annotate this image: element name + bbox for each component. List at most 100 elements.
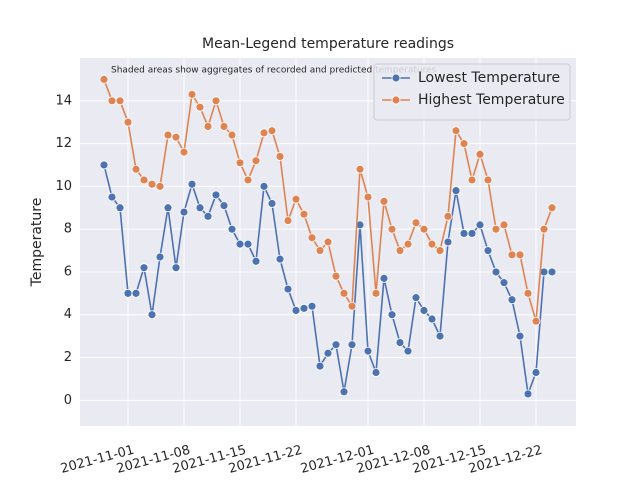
point — [331, 340, 341, 350]
point — [163, 203, 173, 213]
point — [491, 224, 501, 234]
legend-box — [373, 63, 571, 121]
point — [107, 96, 117, 106]
point — [315, 246, 325, 255]
point — [459, 229, 469, 238]
point — [323, 237, 333, 247]
point — [323, 348, 333, 358]
point — [347, 301, 357, 311]
point — [467, 175, 477, 185]
point — [123, 288, 133, 298]
point — [283, 284, 293, 294]
point — [275, 152, 285, 161]
point — [379, 196, 389, 206]
point — [435, 331, 445, 341]
point — [315, 361, 325, 371]
point — [259, 128, 269, 138]
point — [523, 288, 533, 298]
point — [435, 246, 445, 255]
point — [339, 387, 349, 397]
point — [267, 199, 277, 208]
legend-marker — [391, 95, 401, 105]
point — [99, 160, 109, 170]
point — [395, 246, 405, 255]
point — [123, 117, 133, 127]
point — [355, 164, 365, 174]
point — [243, 239, 253, 249]
point — [443, 237, 453, 247]
point — [267, 126, 277, 136]
point — [459, 139, 469, 148]
legend-marker — [391, 73, 401, 83]
point — [507, 295, 517, 305]
point — [347, 340, 357, 350]
point — [147, 310, 157, 320]
point — [139, 263, 149, 273]
point — [483, 246, 493, 255]
point — [539, 224, 549, 234]
point — [195, 203, 205, 213]
point — [227, 130, 237, 140]
y-tick-label: 8 — [64, 222, 72, 237]
y-tick-label: 2 — [64, 350, 72, 365]
point — [219, 201, 229, 211]
point — [547, 267, 557, 277]
point — [507, 250, 517, 260]
point — [307, 301, 317, 311]
point — [451, 126, 461, 136]
point — [259, 181, 269, 191]
point — [291, 194, 301, 204]
point — [395, 338, 405, 347]
point — [363, 192, 373, 202]
point — [499, 278, 509, 288]
point — [531, 316, 541, 326]
y-tick-label: 4 — [64, 307, 72, 322]
point — [411, 218, 421, 228]
point — [515, 331, 525, 341]
point — [427, 239, 437, 249]
point — [115, 203, 125, 213]
point — [531, 368, 541, 377]
y-tick-label: 14 — [55, 93, 72, 108]
point — [307, 233, 317, 243]
point — [131, 164, 141, 174]
point — [523, 389, 533, 399]
y-tick-label: 10 — [55, 179, 72, 194]
point — [195, 102, 205, 112]
point — [131, 288, 141, 298]
point — [179, 147, 189, 157]
point — [243, 175, 253, 185]
point — [331, 271, 341, 281]
point — [155, 252, 165, 262]
y-axis-label: Temperature — [29, 198, 45, 288]
point — [187, 179, 197, 189]
point — [475, 149, 485, 159]
point — [515, 250, 525, 260]
point — [179, 207, 189, 217]
point — [163, 130, 173, 140]
point — [491, 267, 501, 277]
point — [203, 122, 213, 131]
point — [187, 89, 197, 99]
y-tick-label: 12 — [55, 136, 72, 151]
y-tick-label: 0 — [64, 393, 72, 408]
point — [403, 239, 413, 249]
point — [203, 211, 213, 221]
point — [483, 175, 493, 185]
point — [251, 256, 261, 266]
point — [227, 224, 237, 234]
point — [371, 288, 381, 298]
y-tick-label: 6 — [64, 264, 72, 279]
point — [99, 74, 109, 84]
point — [419, 306, 429, 315]
point — [443, 211, 453, 221]
point — [147, 179, 157, 189]
point — [107, 192, 117, 202]
point — [499, 220, 509, 230]
point — [475, 220, 485, 230]
point — [115, 96, 125, 106]
point — [275, 254, 285, 264]
point — [171, 263, 181, 273]
annotation: Shaded areas show aggregates of recorded… — [111, 66, 437, 76]
